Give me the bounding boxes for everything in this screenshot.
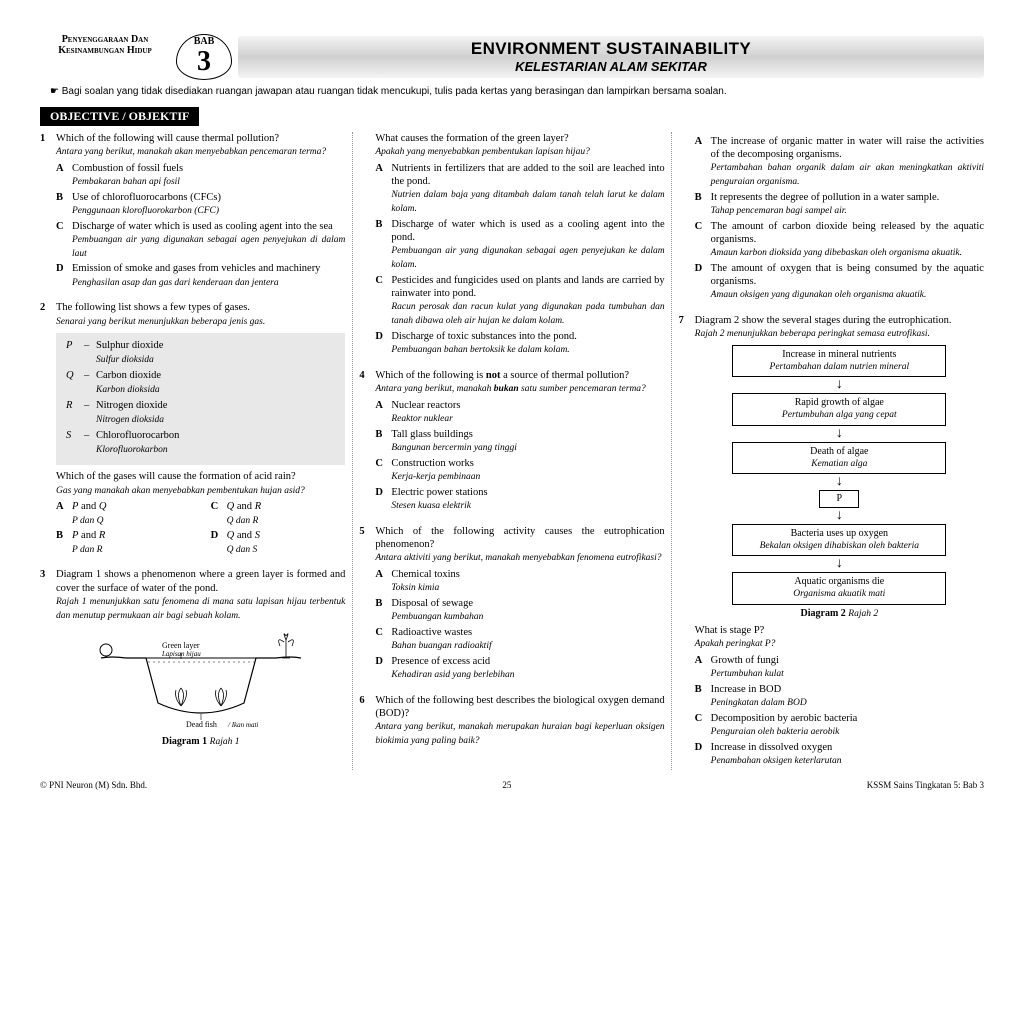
svg-text:Dead fish: Dead fish <box>186 720 217 728</box>
content-columns: 1 Which of the following will cause ther… <box>40 132 984 770</box>
option-A: ACombustion of fossil fuelsPembakaran ba… <box>56 162 345 189</box>
option-A: ANutrients in fertilizers that are added… <box>375 162 664 216</box>
question-6-opts: AThe increase of organic matter in water… <box>679 132 984 304</box>
flow-box-5: Aquatic organisms dieOrganisma akuatik m… <box>732 572 946 604</box>
question-1: 1 Which of the following will cause ther… <box>40 132 345 292</box>
option-B: BTall glass buildingsBangunan bercermin … <box>375 428 664 455</box>
option-A: AThe increase of organic matter in water… <box>695 135 984 189</box>
flow-box-0: Increase in mineral nutrientsPertambahan… <box>732 345 946 377</box>
option-C: CConstruction worksKerja-kerja pembinaan <box>375 457 664 484</box>
instruction-text: Bagi soalan yang tidak disediakan ruanga… <box>50 86 984 99</box>
question-5: 5 Which of the following activity causes… <box>359 525 664 684</box>
option-A: ANuclear reactorsReaktor nuklear <box>375 399 664 426</box>
option-C: CRadioactive wastesBahan buangan radioak… <box>375 626 664 653</box>
diagram-2-flowchart: Increase in mineral nutrientsPertambahan… <box>695 345 984 605</box>
flow-box-3: P <box>819 490 859 508</box>
page-header: Penyenggaraan Dan Kesinambungan Hidup BA… <box>40 34 984 80</box>
page-footer: © PNI Neuron (M) Sdn. Bhd. 25 KSSM Sains… <box>40 780 984 791</box>
arrow-down-icon: ↓ <box>695 557 984 571</box>
green-layer-label: Green layer <box>162 641 200 650</box>
svg-text:Lapisan hijau: Lapisan hijau <box>161 650 201 658</box>
option-C: CDischarge of water which is used as coo… <box>56 220 345 261</box>
option-D: DElectric power stationsStesen kuasa ele… <box>375 486 664 513</box>
option-D: DDischarge of toxic substances into the … <box>375 330 664 357</box>
option-D: DThe amount of oxygen that is being cons… <box>695 262 984 302</box>
flow-box-2: Death of algaeKematian alga <box>732 442 946 474</box>
option-B: BDischarge of water which is used as a c… <box>375 218 664 272</box>
option-D: DPresence of excess acidKehadiran asid y… <box>375 655 664 682</box>
option-B: BIncrease in BODPeningkatan dalam BOD <box>695 683 984 710</box>
question-3-cont: What causes the formation of the green l… <box>359 132 664 359</box>
option-D: DIncrease in dissolved oxygenPenambahan … <box>695 741 984 768</box>
diagram-1: Green layer Lapisan hijau Dead fish / Ik… <box>56 628 345 748</box>
flow-box-1: Rapid growth of algaePertumbuhan alga ya… <box>732 393 946 425</box>
option-D: DEmission of smoke and gases from vehicl… <box>56 262 345 289</box>
question-6: 6 Which of the following best describes … <box>359 694 664 748</box>
arrow-down-icon: ↓ <box>695 378 984 392</box>
section-label: Penyenggaraan Dan Kesinambungan Hidup <box>40 34 170 56</box>
arrow-down-icon: ↓ <box>695 427 984 441</box>
flow-box-4: Bacteria uses up oxygenBekalan oksigen d… <box>732 524 946 556</box>
option-B: BUse of chlorofluorocarbons (CFCs)Penggu… <box>56 191 345 218</box>
option-C: CPesticides and fungicides used on plant… <box>375 274 664 328</box>
svg-text:/ Ikan mati: / Ikan mati <box>227 721 258 728</box>
chapter-badge: BAB 3 <box>176 34 232 80</box>
arrow-down-icon: ↓ <box>695 509 984 523</box>
option-B: BDisposal of sewagePembuangan kumbahan <box>375 597 664 624</box>
gas-list-box: P–Sulphur dioxideSulfur dioksidaQ–Carbon… <box>56 333 345 465</box>
pond-icon: Green layer Lapisan hijau Dead fish / Ik… <box>86 628 316 728</box>
option-C: CThe amount of carbon dioxide being rele… <box>695 220 984 260</box>
question-3: 3 Diagram 1 shows a phenomenon where a g… <box>40 568 345 754</box>
question-2: 2 The following list shows a few types o… <box>40 301 345 558</box>
question-7: 7 Diagram 2 show the several stages duri… <box>679 314 984 770</box>
question-4: 4 Which of the following is not a source… <box>359 369 664 515</box>
option-A: AGrowth of fungiPertumbuhan kulat <box>695 654 984 681</box>
section-heading: OBJECTIVE / OBJEKTIF <box>40 107 199 126</box>
option-B: BIt represents the degree of pollution i… <box>695 191 984 218</box>
option-A: AChemical toxinsToksin kimia <box>375 568 664 595</box>
title-bar: ENVIRONMENT SUSTAINABILITY KELESTARIAN A… <box>238 36 984 78</box>
option-C: CDecomposition by aerobic bacteriaPengur… <box>695 712 984 739</box>
arrow-down-icon: ↓ <box>695 475 984 489</box>
